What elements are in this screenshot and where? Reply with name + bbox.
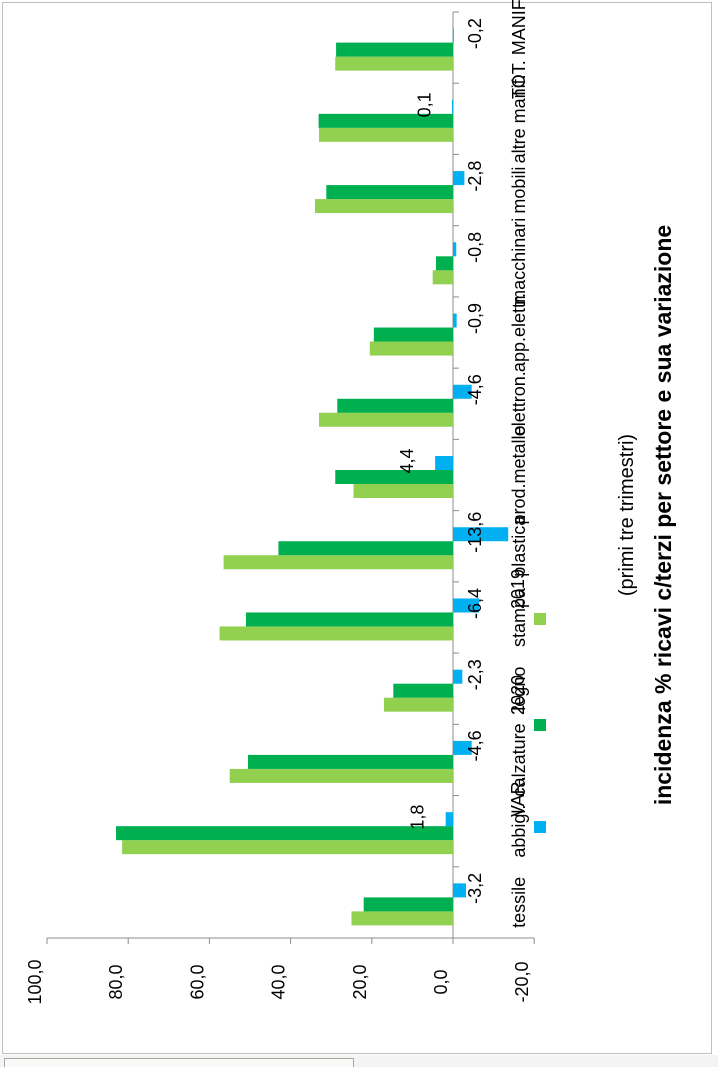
bar-2019-6 [353, 484, 453, 498]
legend-label-var: VAR. [508, 776, 528, 817]
category-label: app.elettr. [509, 293, 529, 372]
value-tick-label: 0,0 [431, 969, 451, 994]
bar-2020-2 [247, 754, 453, 769]
category-label: elettron. [509, 371, 529, 436]
legend-swatch-2020 [534, 719, 546, 731]
bar-2019-4 [219, 626, 453, 641]
bar-2019-2 [229, 768, 453, 783]
bar-2020-5 [278, 541, 453, 556]
bar-2020-4 [245, 612, 453, 627]
value-tick-label: 100,0 [25, 959, 45, 1004]
bar-var-7 [453, 384, 472, 399]
bar-2019-3 [383, 697, 453, 712]
category-label: abbigl. [509, 805, 529, 858]
value-tick-label: 80,0 [106, 964, 126, 999]
bar-2019-9 [432, 270, 453, 285]
bar-2020-10 [326, 185, 453, 200]
category-label: calzature [509, 723, 529, 796]
footer-box [4, 1058, 354, 1067]
bar-2019-8 [369, 341, 453, 356]
value-tick-label: 60,0 [187, 964, 207, 999]
var-data-label: 0,1 [415, 92, 435, 117]
var-data-label: -0,9 [465, 303, 485, 334]
bar-2020-6 [335, 470, 453, 484]
legend: 2019 2020 VAR. [508, 569, 546, 833]
bar-2019-0 [351, 911, 453, 926]
category-label: plastica [509, 515, 529, 577]
value-tick-label: 20,0 [350, 964, 370, 999]
bar-var-8 [453, 313, 457, 328]
var-data-label: -6,4 [465, 588, 485, 619]
category-label: TOT. MANIF. [509, 0, 529, 99]
bar-var-10 [453, 171, 465, 186]
category-label: mobili [509, 167, 529, 214]
bar-var-9 [453, 242, 457, 257]
bar-var-5 [453, 527, 509, 542]
bar-2019-5 [223, 555, 453, 570]
bar-2019-12 [335, 56, 453, 71]
value-tick-label: -20,0 [512, 961, 532, 1002]
category-label: prod.metallo [509, 425, 529, 524]
var-data-label: -0,8 [465, 232, 485, 263]
bar-var-3 [453, 669, 463, 684]
bar-2019-1 [122, 840, 453, 855]
bar-2020-7 [337, 398, 453, 413]
var-data-label: -2,3 [465, 659, 485, 690]
var-data-label: -4,6 [465, 730, 485, 761]
legend-label-2020: 2020 [508, 675, 528, 715]
bar-2020-3 [393, 683, 453, 698]
legend-swatch-var [534, 821, 546, 833]
bar-var-12 [452, 28, 454, 43]
var-data-label: -13,6 [465, 512, 485, 553]
bar-2019-10 [314, 199, 453, 214]
category-label: altre manif. [509, 74, 529, 163]
category-label: stampa [509, 587, 529, 647]
value-tick-label: 40,0 [269, 964, 289, 999]
var-data-label: -4,6 [465, 374, 485, 405]
var-data-label: 1,8 [408, 805, 428, 830]
bar-var-4 [453, 598, 479, 613]
var-data-label: -3,2 [465, 873, 485, 904]
var-data-label: 4,4 [397, 448, 417, 473]
bar-2019-7 [319, 412, 453, 427]
bar-2019-11 [319, 127, 453, 142]
chart-subtitle: (primi tre trimestri) [616, 434, 638, 596]
bar-2020-12 [336, 42, 453, 57]
legend-swatch-2019 [534, 613, 546, 625]
var-data-label: -2,8 [465, 161, 485, 192]
category-label: legno [509, 667, 529, 711]
chart-title: incidenza % ricavi c/terzi per settore e… [650, 225, 676, 805]
bar-2020-1 [116, 826, 453, 841]
bar-var-6 [435, 456, 453, 470]
bar-2020-8 [373, 327, 453, 342]
category-label: tessile [509, 877, 529, 928]
bar-var-2 [453, 740, 472, 755]
bar-var-0 [453, 883, 466, 898]
bar-2020-0 [363, 897, 453, 912]
bar-2020-9 [435, 256, 453, 271]
bar-2020-11 [318, 113, 453, 128]
chart-frame [2, 2, 712, 1054]
category-label: macchinari [509, 218, 529, 305]
bar-var-1 [445, 812, 453, 827]
var-data-label: -0,2 [465, 18, 485, 49]
legend-label-2019: 2019 [508, 569, 528, 609]
bar-var-11 [452, 99, 453, 114]
plot-area: 100,0 80,0 60,0 40,0 20,0 0,0 -20,0 tessile -3,2… [25, 0, 535, 1005]
